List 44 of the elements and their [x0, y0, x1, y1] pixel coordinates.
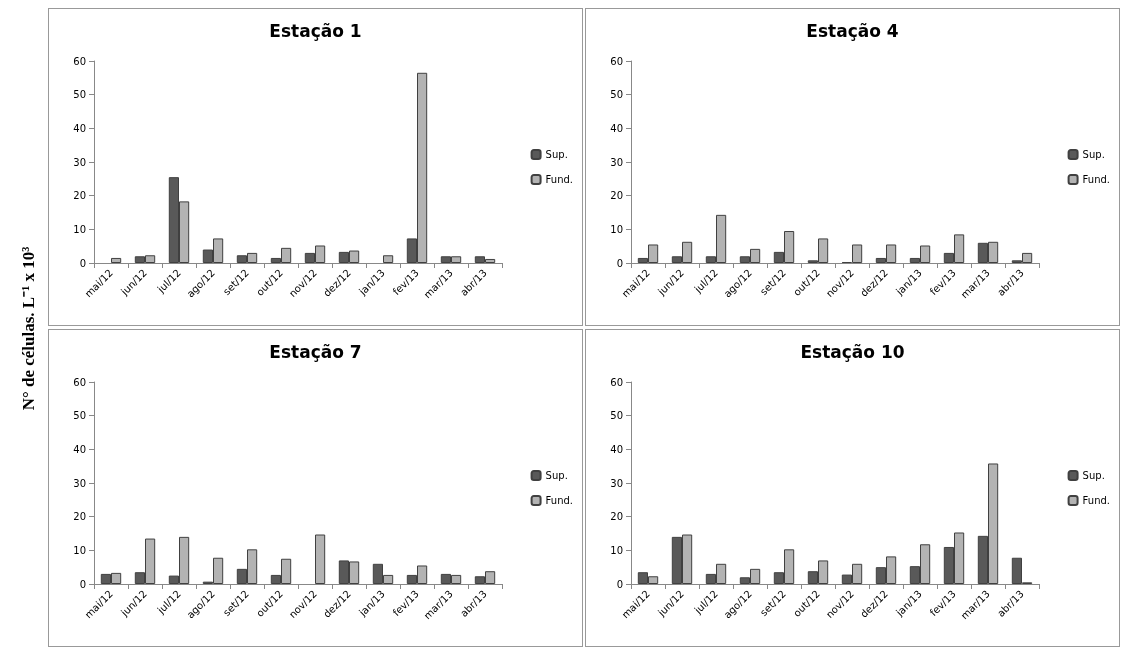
legend-label: Sup. [545, 149, 568, 160]
y-tick-label: 30 [73, 477, 86, 489]
y-tick-label: 0 [616, 578, 623, 590]
legend-label: Sup. [1082, 149, 1105, 160]
y-tick-label: 60 [73, 55, 86, 67]
y-tick-label: 10 [610, 544, 623, 556]
y-tick-label: 10 [73, 223, 86, 235]
y-tick-label: 20 [610, 190, 623, 202]
y-tick-label: 40 [610, 122, 623, 134]
y-tick-label: 0 [616, 257, 623, 269]
y-tick-label: 20 [73, 511, 86, 523]
bar [383, 255, 394, 263]
y-tick-label: 0 [79, 257, 86, 269]
y-tick-label: 60 [610, 55, 623, 67]
chart-title: Estação 7 [269, 341, 362, 362]
bar [315, 534, 326, 584]
y-tick-label: 40 [73, 443, 86, 455]
legend-label: Fund. [545, 174, 574, 185]
bar [111, 257, 122, 263]
y-tick-label: 40 [610, 443, 623, 455]
y-tick-label: 30 [610, 477, 623, 489]
y-tick-label: 30 [610, 156, 623, 168]
chart-title: Estação 10 [800, 341, 905, 362]
y-tick-label: 10 [73, 544, 86, 556]
y-tick-label: 10 [610, 223, 623, 235]
y-tick-label: 20 [73, 190, 86, 202]
chart-title: Estação 1 [269, 20, 362, 41]
chart-title: Estação 4 [806, 20, 899, 41]
legend-label: Fund. [1082, 174, 1111, 185]
y-tick-label: 30 [73, 156, 86, 168]
y-tick-label: 0 [79, 578, 86, 590]
legend-label: Fund. [545, 495, 574, 506]
legend-label: Fund. [1082, 495, 1111, 506]
y-tick-label: 20 [610, 511, 623, 523]
y-tick-label: 60 [73, 376, 86, 388]
y-axis-title: N° de células. L⁻¹ x 10³ [18, 246, 40, 410]
legend-label: Sup. [1082, 470, 1105, 481]
y-tick-label: 50 [73, 410, 86, 422]
y-tick-label: 50 [610, 89, 623, 101]
y-tick-label: 60 [610, 376, 623, 388]
y-tick-label: 40 [73, 122, 86, 134]
y-tick-label: 50 [73, 89, 86, 101]
legend-label: Sup. [545, 470, 568, 481]
y-tick-label: 50 [610, 410, 623, 422]
